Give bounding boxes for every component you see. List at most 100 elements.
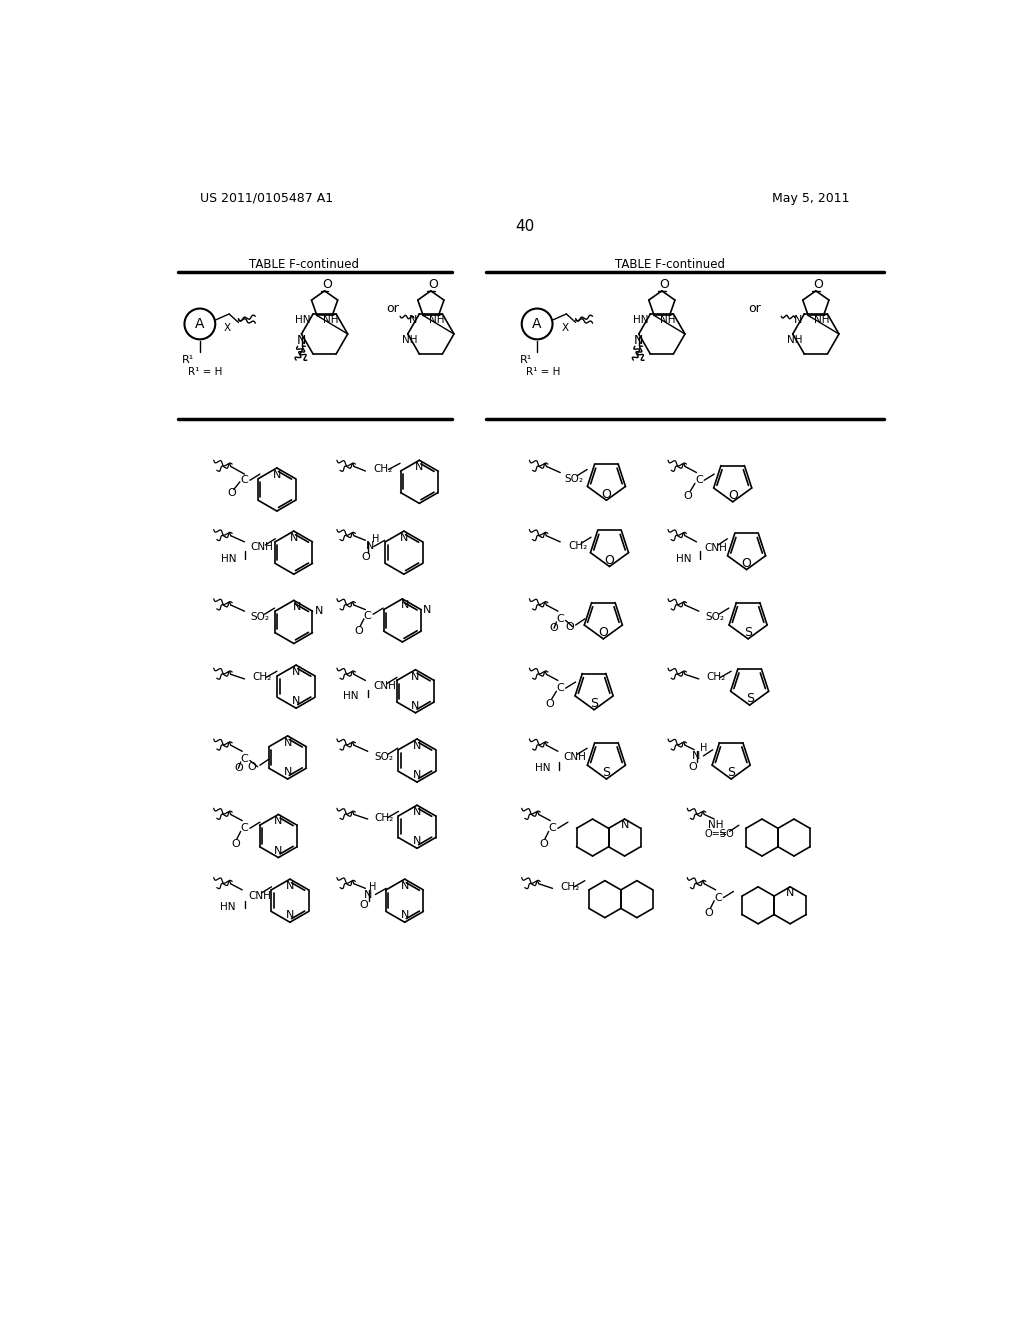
Text: O: O [684, 491, 692, 500]
Text: O: O [659, 279, 669, 292]
Text: C: C [695, 475, 702, 486]
Text: or: or [748, 302, 761, 315]
Text: N: N [621, 820, 629, 830]
Text: O: O [230, 838, 240, 849]
Text: R¹: R¹ [519, 355, 531, 366]
Text: N: N [412, 672, 420, 681]
Text: S: S [602, 767, 610, 779]
Text: N: N [415, 462, 424, 473]
Text: N: N [786, 888, 795, 898]
Text: O: O [565, 622, 573, 631]
Text: O: O [539, 838, 548, 849]
Text: H: H [700, 743, 708, 754]
Text: S: S [744, 626, 752, 639]
Text: O: O [688, 762, 697, 772]
Text: N: N [634, 334, 643, 347]
Text: TABLE F-continued: TABLE F-continued [614, 259, 725, 271]
Text: C: C [556, 684, 564, 693]
Text: O: O [601, 487, 611, 500]
Text: or: or [386, 302, 398, 315]
Text: 40: 40 [515, 219, 535, 234]
Text: N: N [272, 470, 281, 480]
Text: H: H [372, 533, 379, 544]
Text: N: N [413, 741, 421, 751]
Text: O: O [604, 554, 614, 566]
Text: N: N [297, 334, 306, 347]
Text: CH₂: CH₂ [707, 672, 726, 682]
Text: S: S [727, 767, 735, 779]
Text: N: N [401, 601, 410, 610]
Text: C: C [364, 611, 372, 620]
Text: N: N [284, 767, 292, 777]
Text: CH₂: CH₂ [568, 541, 587, 552]
Text: N: N [366, 541, 374, 552]
Text: N: N [274, 816, 283, 826]
Text: O: O [813, 279, 823, 292]
Text: A: A [532, 317, 542, 331]
Text: SO₂: SO₂ [251, 612, 269, 622]
Text: NH: NH [323, 315, 339, 325]
Text: R¹ = H: R¹ = H [188, 367, 222, 378]
Text: NH: NH [708, 820, 724, 830]
Text: O: O [428, 279, 438, 292]
Text: CNH: CNH [251, 543, 273, 552]
Text: N: N [413, 770, 421, 780]
Text: N: N [314, 606, 323, 616]
Text: NH: NH [786, 335, 802, 345]
Text: TABLE F-continued: TABLE F-continued [249, 259, 358, 271]
Text: SO₂: SO₂ [705, 612, 724, 622]
Text: N: N [364, 890, 372, 899]
Text: H: H [370, 882, 377, 892]
Text: CH₂: CH₂ [560, 882, 580, 892]
Text: SO₂: SO₂ [374, 752, 393, 763]
Text: CH₂: CH₂ [252, 672, 271, 682]
Text: O: O [354, 626, 362, 636]
Text: S: S [745, 693, 754, 705]
Text: HN: HN [220, 902, 236, 912]
Text: NH: NH [401, 335, 417, 345]
Text: O: O [227, 488, 237, 499]
Text: N: N [409, 315, 417, 325]
Text: O: O [546, 698, 555, 709]
Text: NH: NH [660, 315, 676, 325]
Text: CH₂: CH₂ [373, 465, 392, 474]
Text: NH: NH [814, 315, 829, 325]
Text: HN: HN [295, 315, 310, 325]
Text: NH: NH [429, 315, 444, 325]
Text: N: N [413, 807, 421, 817]
Text: C: C [556, 614, 564, 624]
Text: C: C [549, 824, 556, 833]
Text: SO₂: SO₂ [565, 474, 584, 483]
Text: N: N [400, 911, 409, 920]
Text: N: N [412, 701, 420, 711]
Text: N: N [284, 738, 292, 748]
Text: O: O [741, 557, 752, 570]
Text: CH₂: CH₂ [374, 813, 393, 822]
Text: CNH: CNH [705, 543, 727, 553]
Text: O: O [248, 762, 257, 772]
Text: N: N [286, 911, 294, 920]
Text: CNH: CNH [563, 752, 586, 763]
Text: N: N [290, 533, 298, 543]
Text: O: O [550, 623, 558, 634]
Text: N: N [691, 751, 700, 760]
Text: N: N [400, 880, 409, 891]
Text: HN: HN [535, 763, 550, 774]
Text: N: N [292, 667, 300, 677]
Text: R¹ = H: R¹ = H [525, 367, 560, 378]
Text: HN: HN [633, 315, 648, 325]
Text: N: N [274, 846, 283, 855]
Text: X: X [561, 323, 568, 333]
Text: N: N [292, 696, 300, 706]
Text: O: O [322, 279, 332, 292]
Text: S: S [590, 697, 598, 710]
Text: O: O [705, 908, 713, 917]
Text: O=S: O=S [705, 829, 727, 840]
Text: O: O [728, 490, 737, 502]
Text: HN: HN [343, 690, 358, 701]
Text: =O: =O [720, 829, 735, 840]
Text: HN: HN [676, 554, 691, 564]
Text: CNH: CNH [373, 681, 396, 690]
Text: May 5, 2011: May 5, 2011 [772, 191, 850, 205]
Text: N: N [423, 605, 431, 615]
